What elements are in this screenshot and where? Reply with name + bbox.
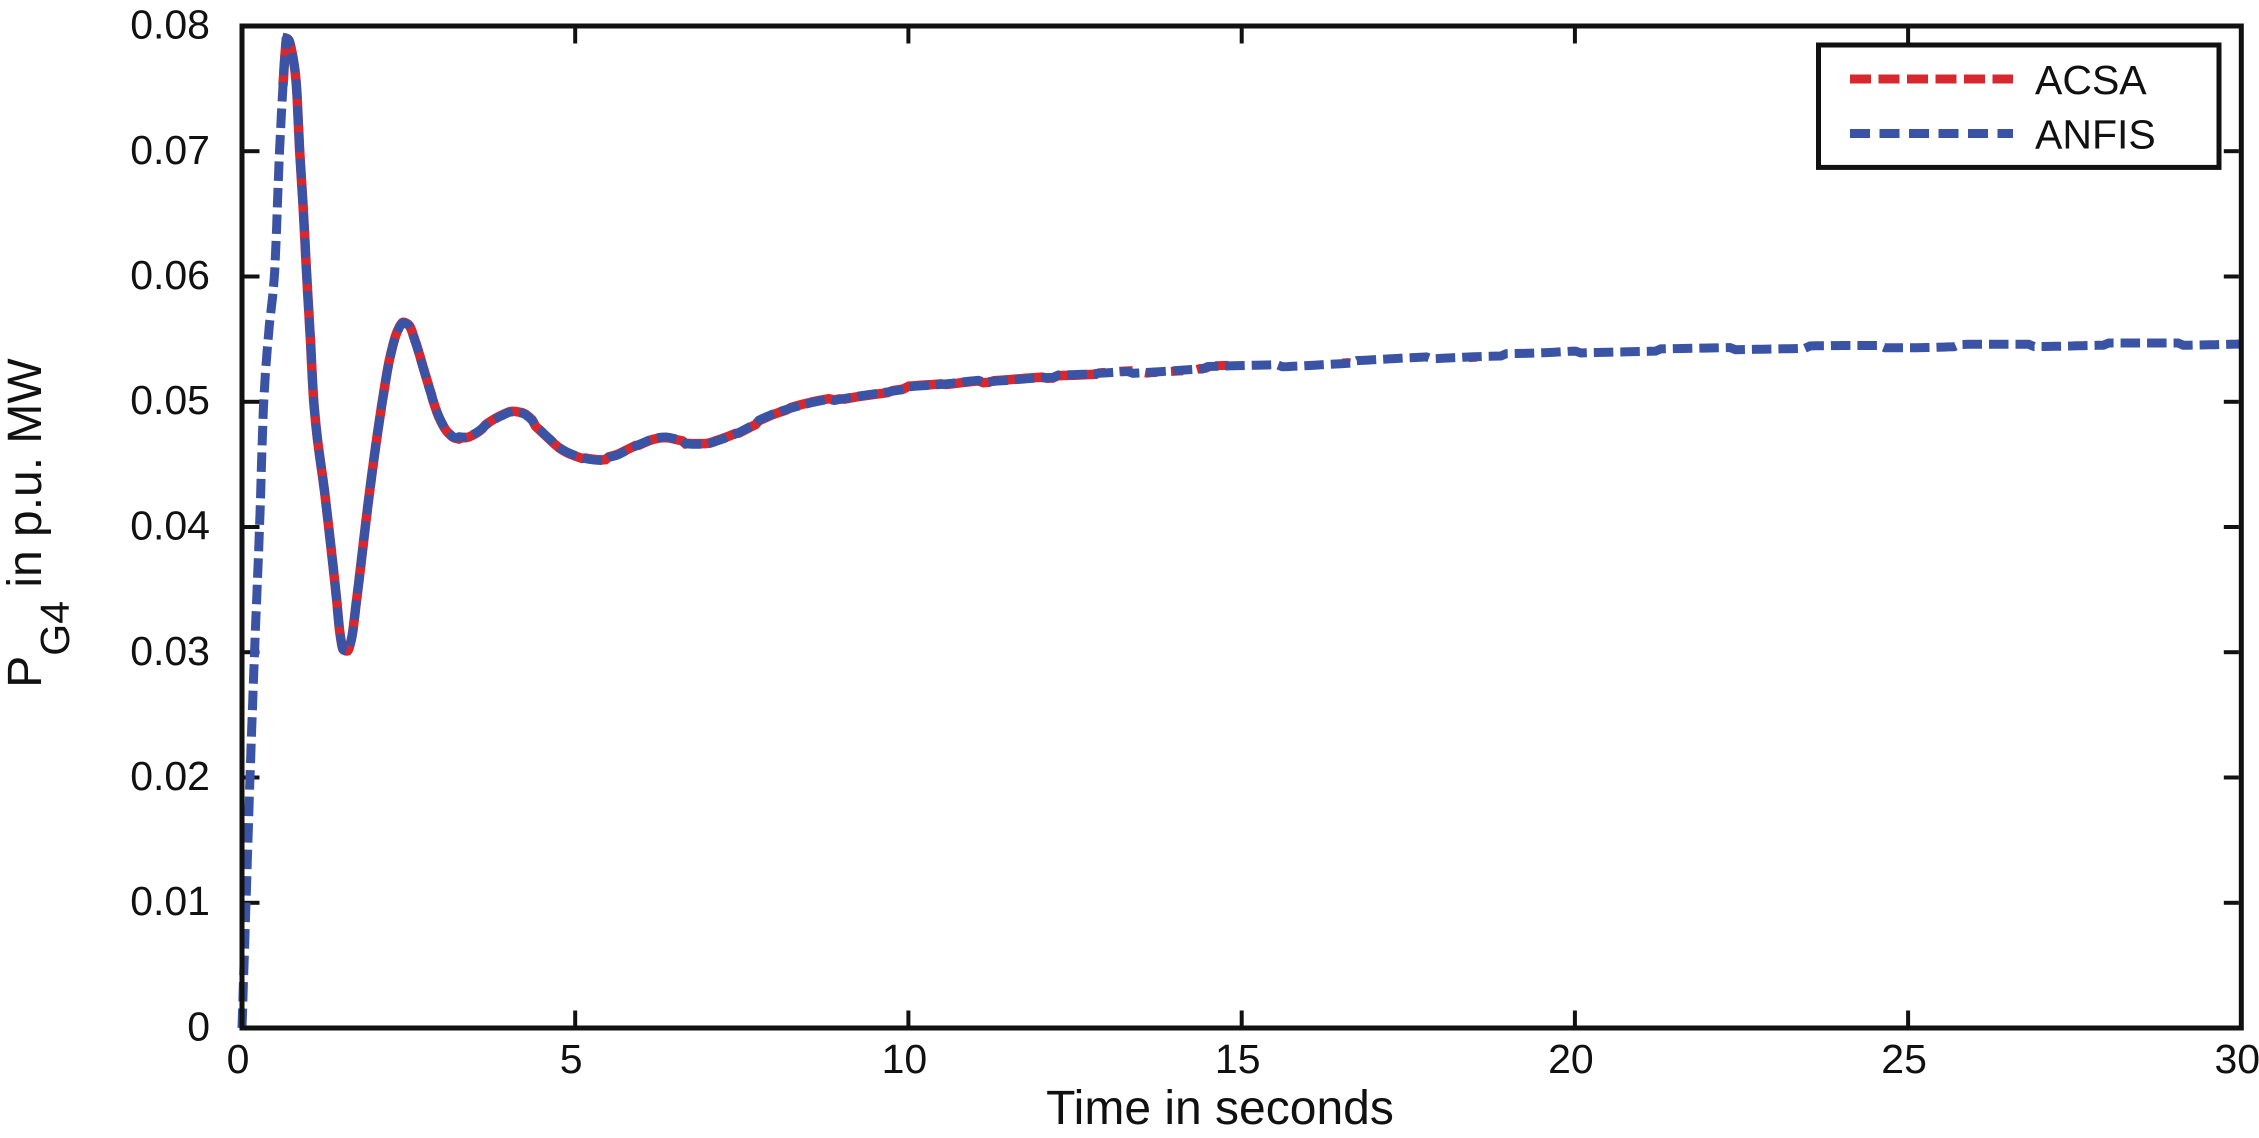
svg-text:0.07: 0.07 (130, 127, 210, 173)
svg-text:10: 10 (882, 1036, 928, 1082)
svg-text:30: 30 (2214, 1036, 2259, 1082)
svg-text:20: 20 (1548, 1036, 1594, 1082)
svg-text:0.03: 0.03 (130, 628, 210, 674)
svg-text:15: 15 (1215, 1036, 1261, 1082)
svg-text:0.04: 0.04 (130, 503, 210, 549)
svg-text:0: 0 (187, 1004, 210, 1050)
svg-text:ANFIS: ANFIS (2035, 112, 2156, 158)
svg-text:0.02: 0.02 (130, 753, 210, 799)
svg-text:0.06: 0.06 (130, 252, 210, 298)
svg-text:5: 5 (560, 1036, 583, 1082)
svg-text:Time in seconds: Time in seconds (1046, 1082, 1394, 1135)
svg-text:0.08: 0.08 (130, 2, 210, 48)
svg-text:25: 25 (1881, 1036, 1927, 1082)
svg-text:ACSA: ACSA (2035, 57, 2147, 103)
svg-text:0: 0 (227, 1036, 250, 1082)
svg-text:0.05: 0.05 (130, 377, 210, 423)
svg-text:0.01: 0.01 (130, 878, 210, 924)
